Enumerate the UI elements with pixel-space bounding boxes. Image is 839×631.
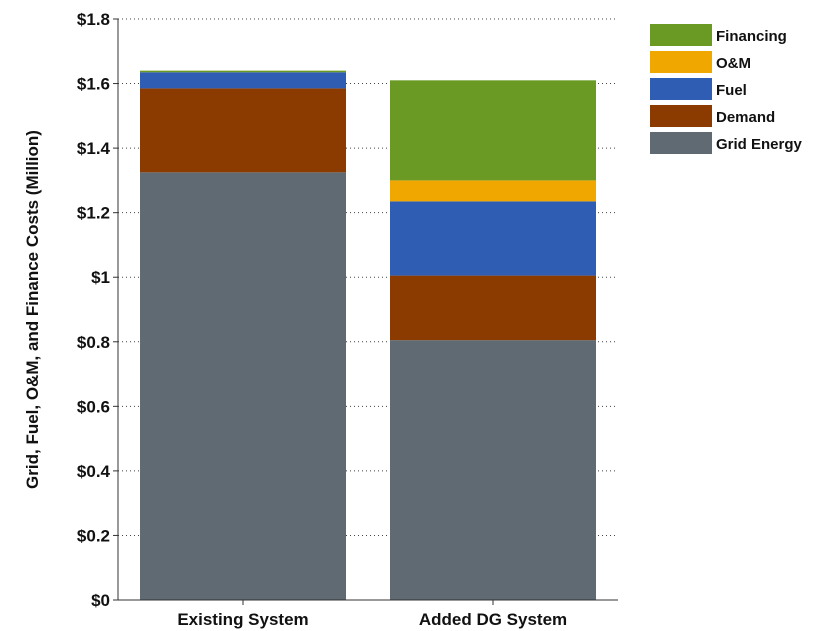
bar-segment-financing <box>390 80 596 181</box>
bar-segment-o-m <box>390 180 596 202</box>
y-tick-label: $0.6 <box>77 397 110 416</box>
y-tick-label: $1.8 <box>77 10 110 29</box>
y-tick-label: $0.2 <box>77 526 110 545</box>
bar-segment-grid-energy <box>390 340 596 600</box>
y-tick-label: $0.4 <box>77 462 111 481</box>
y-tick-label: $1.4 <box>77 139 111 158</box>
y-tick-label: $1.6 <box>77 75 110 94</box>
bar-segment-financing <box>140 70 346 73</box>
legend-swatch <box>650 24 712 46</box>
legend-swatch <box>650 78 712 100</box>
y-tick-label: $0.8 <box>77 333 110 352</box>
y-axis-title: Grid, Fuel, O&M, and Finance Costs (Mill… <box>23 130 42 489</box>
x-tick-label: Added DG System <box>419 610 567 629</box>
axes <box>117 19 618 601</box>
bar-segment-fuel <box>390 201 596 276</box>
y-tick-label: $1.2 <box>77 204 110 223</box>
legend-label: O&M <box>716 55 751 72</box>
bar-segment-demand <box>140 88 346 173</box>
x-tick-label: Existing System <box>177 610 308 629</box>
bar-segment-grid-energy <box>140 172 346 600</box>
bars <box>140 70 596 600</box>
legend-swatch <box>650 132 712 154</box>
legend-label: Demand <box>716 109 775 126</box>
y-tick-label: $0 <box>91 591 110 610</box>
legend: Financing O&M Fuel Demand Grid Energy <box>650 24 803 154</box>
legend-swatch <box>650 51 712 73</box>
x-tick-labels: Existing System Added DG System <box>177 600 567 629</box>
y-tick-labels: $0 $0.2 $0.4 $0.6 $0.8 $1 $1.2 $1.4 $1.6 $1.8 <box>77 10 118 610</box>
legend-label: Financing <box>716 28 787 45</box>
bar-segment-demand <box>390 275 596 341</box>
bar-segment-fuel <box>140 72 346 89</box>
legend-label: Fuel <box>716 82 747 99</box>
legend-swatch <box>650 105 712 127</box>
legend-label: Grid Energy <box>716 136 803 153</box>
y-tick-label: $1 <box>91 268 110 287</box>
